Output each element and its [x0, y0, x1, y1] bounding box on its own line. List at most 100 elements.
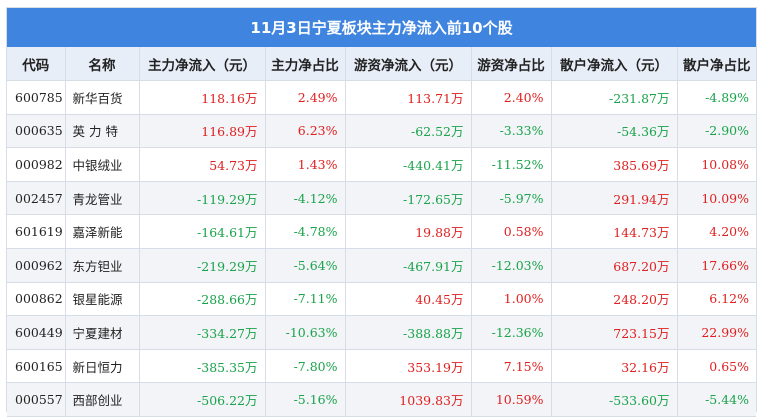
cell-hot-ratio: -3.33% [471, 114, 552, 149]
cell-hot-ratio: 10.59% [471, 382, 552, 417]
header-hot-ratio: 游资净占比 [471, 47, 552, 81]
data-table-panel: 11月3日宁夏板块主力净流入前10个股 代码 名称 主力净流入（元） 主力净占比… [6, 7, 757, 417]
cell-retail-inflow: 248.20万 [551, 282, 678, 317]
cell-hot-inflow: -440.41万 [345, 147, 472, 182]
cell-hot-inflow: 1039.83万 [345, 382, 472, 417]
table-row: 600785 新华百货 118.16万 2.49% 113.71万 2.40% -231.8… [7, 80, 756, 115]
cell-main-inflow: -288.66万 [139, 282, 266, 317]
cell-code: 600785 [7, 80, 66, 115]
cell-hot-inflow: 353.19万 [345, 349, 472, 384]
cell-name: 英 力 特 [65, 114, 140, 149]
cell-code: 600165 [7, 349, 66, 384]
table-title: 11月3日宁夏板块主力净流入前10个股 [7, 8, 756, 47]
header-retail-inflow: 散户净流入（元） [551, 47, 678, 81]
cell-retail-inflow: 385.69万 [551, 147, 678, 182]
cell-hot-inflow: 40.45万 [345, 282, 472, 317]
cell-retail-ratio: -4.89% [677, 80, 756, 115]
cell-retail-ratio: 6.12% [677, 282, 756, 317]
cell-retail-inflow: -231.87万 [551, 80, 678, 115]
cell-main-inflow: -164.61万 [139, 214, 266, 249]
table-row: 002457 青龙管业 -119.29万 -4.12% -172.65万 -5.97% 29… [7, 181, 756, 216]
cell-retail-ratio: -2.90% [677, 114, 756, 149]
cell-hot-inflow: -172.65万 [345, 181, 472, 216]
cell-name: 新日恒力 [65, 349, 140, 384]
cell-main-inflow: 54.73万 [139, 147, 266, 182]
cell-retail-inflow: 723.15万 [551, 315, 678, 350]
cell-hot-inflow: 113.71万 [345, 80, 472, 115]
cell-main-ratio: 6.23% [265, 114, 346, 149]
header-name: 名称 [65, 47, 140, 81]
table-row: 000635 英 力 特 116.89万 6.23% -62.52万 -3.33% -54.… [7, 114, 756, 149]
cell-hot-ratio: 2.40% [471, 80, 552, 115]
cell-retail-ratio: 17.66% [677, 248, 756, 283]
cell-main-ratio: -10.63% [265, 315, 346, 350]
cell-code: 601619 [7, 214, 66, 249]
table-row: 600449 宁夏建材 -334.27万 -10.63% -388.88万 -12.36%… [7, 315, 756, 350]
header-main-inflow: 主力净流入（元） [139, 47, 266, 81]
cell-hot-inflow: -467.91万 [345, 248, 472, 283]
cell-name: 嘉泽新能 [65, 214, 140, 249]
cell-code: 000635 [7, 114, 66, 149]
cell-hot-ratio: 7.15% [471, 349, 552, 384]
cell-retail-ratio: 10.08% [677, 147, 756, 182]
header-retail-ratio: 散户净占比 [677, 47, 756, 81]
cell-main-inflow: -219.29万 [139, 248, 266, 283]
cell-name: 中银绒业 [65, 147, 140, 182]
cell-main-ratio: -7.80% [265, 349, 346, 384]
cell-retail-inflow: 32.16万 [551, 349, 678, 384]
cell-hot-inflow: 19.88万 [345, 214, 472, 249]
cell-hot-inflow: -62.52万 [345, 114, 472, 149]
cell-main-ratio: -7.11% [265, 282, 346, 317]
table-row: 000982 中银绒业 54.73万 1.43% -440.41万 -11.52% 385.… [7, 147, 756, 182]
header-code: 代码 [7, 47, 66, 81]
cell-hot-inflow: -388.88万 [345, 315, 472, 350]
table-row: 000862 银星能源 -288.66万 -7.11% 40.45万 1.00% 248.2… [7, 282, 756, 317]
cell-main-inflow: 116.89万 [139, 114, 266, 149]
cell-hot-ratio: -5.97% [471, 181, 552, 216]
cell-main-inflow: -119.29万 [139, 181, 266, 216]
cell-main-inflow: -385.35万 [139, 349, 266, 384]
header-main-ratio: 主力净占比 [265, 47, 346, 81]
cell-code: 000982 [7, 147, 66, 182]
header-row: 代码 名称 主力净流入（元） 主力净占比 游资净流入（元） 游资净占比 散户净流… [7, 47, 756, 81]
table-row: 000557 西部创业 -506.22万 -5.16% 1039.83万 10.59% -5… [7, 382, 756, 417]
cell-name: 新华百货 [65, 80, 140, 115]
cell-hot-ratio: 1.00% [471, 282, 552, 317]
cell-code: 000862 [7, 282, 66, 317]
cell-retail-ratio: 10.09% [677, 181, 756, 216]
cell-main-inflow: -334.27万 [139, 315, 266, 350]
fund-flow-table: 代码 名称 主力净流入（元） 主力净占比 游资净流入（元） 游资净占比 散户净流… [7, 47, 756, 417]
cell-hot-ratio: -12.03% [471, 248, 552, 283]
cell-name: 东方钽业 [65, 248, 140, 283]
table-row: 601619 嘉泽新能 -164.61万 -4.78% 19.88万 0.58% 144.7… [7, 214, 756, 249]
cell-hot-ratio: 0.58% [471, 214, 552, 249]
cell-retail-ratio: 22.99% [677, 315, 756, 350]
cell-retail-inflow: -533.60万 [551, 382, 678, 417]
header-hot-inflow: 游资净流入（元） [345, 47, 472, 81]
cell-main-inflow: -506.22万 [139, 382, 266, 417]
cell-code: 600449 [7, 315, 66, 350]
cell-main-ratio: -5.16% [265, 382, 346, 417]
cell-code: 000557 [7, 382, 66, 417]
cell-name: 宁夏建材 [65, 315, 140, 350]
cell-name: 青龙管业 [65, 181, 140, 216]
cell-name: 西部创业 [65, 382, 140, 417]
cell-hot-ratio: -11.52% [471, 147, 552, 182]
cell-retail-inflow: 144.73万 [551, 214, 678, 249]
cell-code: 000962 [7, 248, 66, 283]
cell-retail-ratio: -5.44% [677, 382, 756, 417]
cell-hot-ratio: -12.36% [471, 315, 552, 350]
cell-main-inflow: 118.16万 [139, 80, 266, 115]
cell-main-ratio: -5.64% [265, 248, 346, 283]
cell-retail-inflow: 291.94万 [551, 181, 678, 216]
cell-code: 002457 [7, 181, 66, 216]
cell-retail-inflow: -54.36万 [551, 114, 678, 149]
cell-main-ratio: 1.43% [265, 147, 346, 182]
cell-main-ratio: -4.78% [265, 214, 346, 249]
cell-main-ratio: -4.12% [265, 181, 346, 216]
cell-retail-inflow: 687.20万 [551, 248, 678, 283]
table-row: 600165 新日恒力 -385.35万 -7.80% 353.19万 7.15% 32.1… [7, 349, 756, 384]
cell-retail-ratio: 0.65% [677, 349, 756, 384]
table-row: 000962 东方钽业 -219.29万 -5.64% -467.91万 -12.03% 6… [7, 248, 756, 283]
cell-main-ratio: 2.49% [265, 80, 346, 115]
